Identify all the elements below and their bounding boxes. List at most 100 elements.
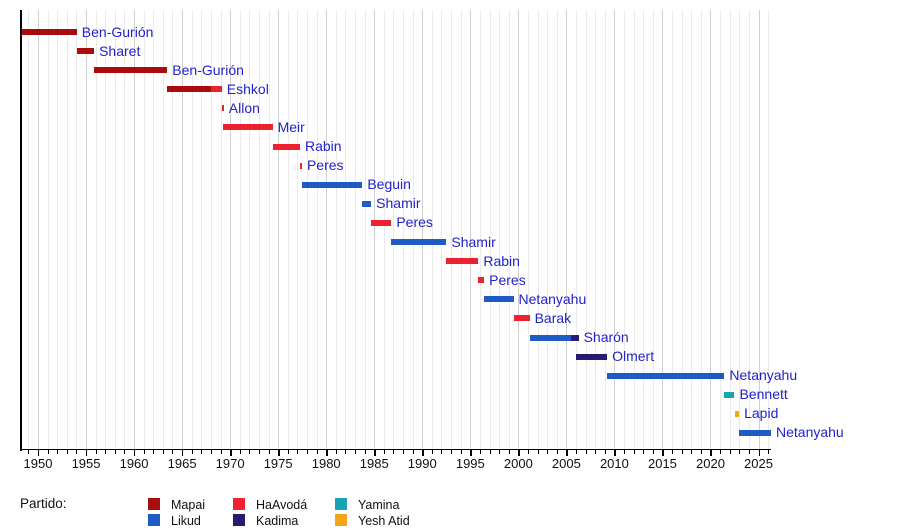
axis-tick — [422, 450, 424, 456]
gridline — [614, 10, 616, 449]
gridline — [220, 10, 222, 449]
gridline — [345, 10, 347, 449]
axis-tick — [172, 450, 174, 454]
axis-tick — [479, 450, 481, 454]
axis-tick-label: 1965 — [167, 456, 197, 471]
axis-tick — [258, 450, 260, 454]
axis-tick-label: 2020 — [696, 456, 725, 471]
bar-label: Allon — [228, 99, 260, 116]
gridline — [700, 10, 702, 449]
bar-label: Lapid — [744, 405, 779, 422]
timeline-bar — [570, 334, 579, 341]
legend-label: Likud — [171, 513, 201, 528]
axis-tick — [326, 450, 328, 456]
axis-tick — [681, 450, 683, 454]
axis-tick — [364, 450, 366, 454]
timeline-bar — [301, 181, 363, 188]
axis-tick — [527, 450, 529, 454]
axis-tick — [383, 450, 385, 454]
gridline — [681, 10, 683, 449]
axis-tick — [585, 450, 587, 454]
gridline — [547, 10, 549, 449]
axis-tick — [451, 450, 453, 454]
axis-tick — [710, 450, 712, 456]
axis-tick — [614, 450, 616, 456]
gridline — [57, 10, 59, 449]
axis-tick — [220, 450, 222, 454]
axis-tick — [729, 450, 731, 454]
bar-label: Ben-Gurión — [81, 23, 154, 40]
gridline — [95, 10, 97, 449]
axis-tick — [114, 450, 116, 454]
gridline — [201, 10, 203, 449]
gridline — [316, 10, 318, 449]
gridline — [691, 10, 693, 449]
legend-swatch — [335, 498, 347, 510]
axis-tick-label: 1970 — [215, 456, 245, 471]
gridline — [383, 10, 385, 449]
gridline — [182, 10, 184, 449]
axis-tick — [249, 450, 251, 454]
gridline — [720, 10, 722, 449]
gridline — [86, 10, 88, 449]
legend-label: HaAvodá — [256, 497, 308, 512]
gridline — [585, 10, 587, 449]
axis-tick — [499, 450, 501, 454]
timeline-bar — [529, 334, 571, 341]
axis-tick — [355, 450, 357, 454]
bar-label: Sharón — [583, 329, 629, 346]
bar-label: Sharet — [99, 42, 141, 59]
gridline — [306, 10, 308, 449]
gridline — [230, 10, 232, 449]
timeline-bar — [76, 48, 95, 55]
axis-tick — [518, 450, 520, 456]
bar-label: Rabin — [304, 138, 342, 155]
gridline — [143, 10, 145, 449]
axis-tick — [691, 450, 693, 454]
axis-tick-label: 1950 — [23, 456, 53, 471]
timeline-bar — [167, 86, 212, 93]
bar-label: Peres — [489, 271, 526, 288]
gridline — [374, 10, 376, 449]
axis-tick — [230, 450, 232, 456]
bar-label: Beguin — [367, 176, 411, 193]
axis-tick — [182, 450, 184, 456]
legend-label: Yesh Atid — [358, 513, 410, 528]
timeline-bar — [513, 315, 530, 322]
axis-tick — [134, 450, 136, 456]
gridline — [258, 10, 260, 449]
bar-label: Peres — [306, 157, 344, 174]
axis-tick-label: 1960 — [119, 456, 149, 471]
axis-tick — [124, 450, 126, 454]
gridline — [624, 10, 626, 449]
gridline — [326, 10, 328, 449]
bar-label: Meir — [277, 118, 305, 135]
gridline — [105, 10, 107, 449]
axis-tick — [201, 450, 203, 454]
axis-tick-label: 2000 — [503, 456, 533, 471]
y-axis-line — [20, 10, 22, 451]
axis-tick — [575, 450, 577, 454]
bar-label: Eshkol — [226, 80, 269, 97]
axis-tick — [278, 450, 280, 456]
gridline — [124, 10, 126, 449]
gridline — [662, 10, 664, 449]
axis-tick — [431, 450, 433, 454]
axis-tick — [66, 450, 68, 454]
gridline — [643, 10, 645, 449]
gridline — [364, 10, 366, 449]
axis-tick — [604, 450, 606, 454]
axis-tick — [162, 450, 164, 454]
axis-tick — [239, 450, 241, 454]
timeline-bar — [391, 239, 447, 246]
axis-tick — [556, 450, 558, 454]
legend-swatch — [335, 514, 347, 526]
gridline — [499, 10, 501, 449]
axis-tick — [306, 450, 308, 454]
gridline — [422, 10, 424, 449]
gridline — [508, 10, 510, 449]
axis-tick-label: 1990 — [407, 456, 437, 471]
axis-tick — [268, 450, 270, 454]
gridline — [403, 10, 405, 449]
axis-tick — [105, 450, 107, 454]
